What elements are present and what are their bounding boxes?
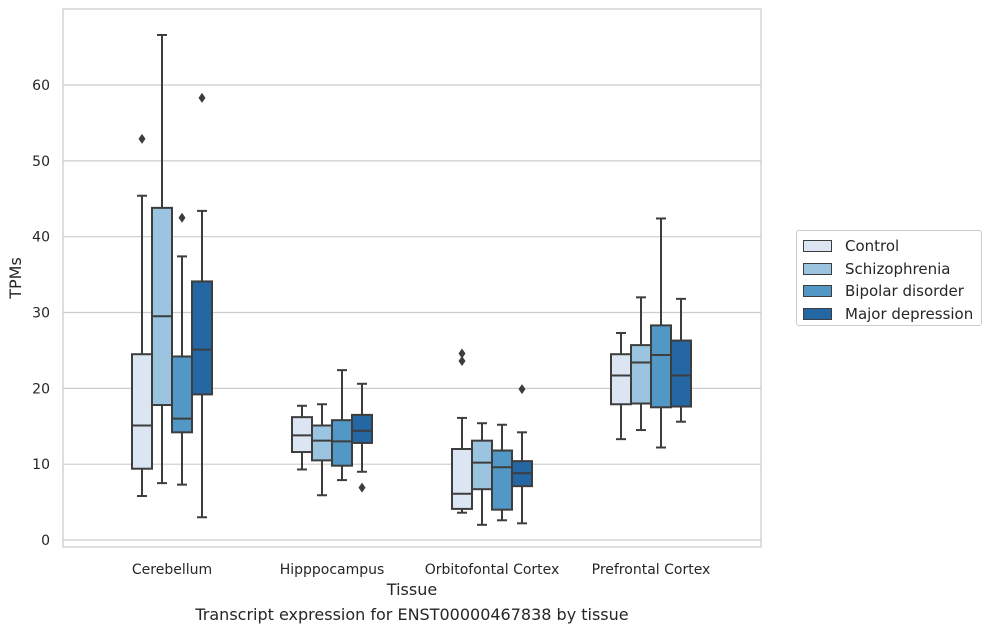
legend-label: Control — [845, 237, 900, 256]
legend-swatch — [803, 262, 832, 275]
y-tick-label: 0 — [41, 533, 50, 549]
box-bipolar-disorder-0 — [171, 212, 193, 486]
outlier-point — [458, 348, 466, 359]
iqr-box — [351, 413, 373, 444]
box-control-2 — [451, 348, 473, 514]
iqr-box — [670, 339, 692, 408]
y-axis-label: TPMs — [6, 257, 25, 300]
plot-frame — [62, 8, 762, 548]
iqr-box — [171, 355, 193, 434]
y-tick-label: 40 — [32, 230, 50, 246]
y-tick-label: 60 — [32, 78, 50, 94]
x-tick-label: Prefrontal Cortex — [592, 562, 711, 578]
iqr-box — [331, 419, 353, 467]
box-bipolar-disorder-2 — [491, 423, 513, 522]
iqr-box — [191, 280, 213, 396]
box-control-3 — [610, 331, 632, 441]
legend-item: Control — [803, 235, 981, 258]
outlier-point — [178, 212, 186, 223]
iqr-box — [650, 324, 672, 409]
iqr-box — [610, 353, 632, 406]
y-tick-labels: 0 10 20 30 40 50 60 — [32, 78, 50, 549]
outlier-point — [138, 133, 146, 144]
y-tick-label: 20 — [32, 381, 50, 397]
y-tick-label: 30 — [32, 306, 50, 322]
box-major-depression-2 — [511, 384, 533, 525]
iqr-box — [131, 353, 153, 470]
legend-label: Major depression — [845, 304, 974, 323]
box-major-depression-1 — [351, 382, 373, 493]
outlier-point — [358, 482, 366, 493]
box-control-0 — [131, 133, 153, 498]
legend-swatch — [803, 240, 832, 253]
figure-caption: Transcript expression for ENST0000046783… — [195, 605, 629, 624]
y-tick-label: 10 — [32, 457, 50, 473]
chart-legend: Control Schizophrenia Bipolar disorder Majo… — [796, 230, 982, 326]
outlier-point — [198, 92, 206, 103]
outlier-point — [458, 356, 466, 367]
box-major-depression-3 — [670, 297, 692, 423]
iqr-box — [151, 206, 173, 407]
x-tick-label: Hipppocampus — [280, 562, 385, 578]
box-schizophrenia-0 — [151, 33, 173, 485]
iqr-box — [311, 424, 333, 462]
legend-item: Bipolar disorder — [803, 280, 981, 303]
iqr-box — [451, 448, 473, 510]
x-tick-label: Orbitofontal Cortex — [425, 562, 560, 578]
x-tick-labels: Cerebellum Hipppocampus Orbitofontal Corte… — [132, 562, 710, 578]
box-control-1 — [291, 404, 313, 471]
legend-item: Schizophrenia — [803, 258, 981, 281]
legend-swatch — [803, 285, 832, 298]
box-schizophrenia-3 — [630, 296, 652, 432]
iqr-box — [491, 449, 513, 511]
legend-item: Major depression — [803, 303, 981, 326]
iqr-box — [471, 439, 493, 491]
iqr-box — [630, 344, 652, 405]
box-schizophrenia-2 — [471, 422, 493, 526]
legend-label: Bipolar disorder — [845, 282, 964, 301]
box-schizophrenia-1 — [311, 403, 333, 497]
y-tick-label: 50 — [32, 154, 50, 170]
box-plot-marks — [131, 33, 692, 526]
x-tick-label: Cerebellum — [132, 562, 212, 578]
box-bipolar-disorder-1 — [331, 369, 353, 482]
legend-swatch — [803, 307, 832, 320]
box-major-depression-0 — [191, 92, 213, 519]
x-axis-label: Tissue — [386, 580, 437, 599]
outlier-point — [518, 384, 526, 395]
legend-label: Schizophrenia — [845, 259, 951, 278]
box-bipolar-disorder-3 — [650, 217, 672, 449]
